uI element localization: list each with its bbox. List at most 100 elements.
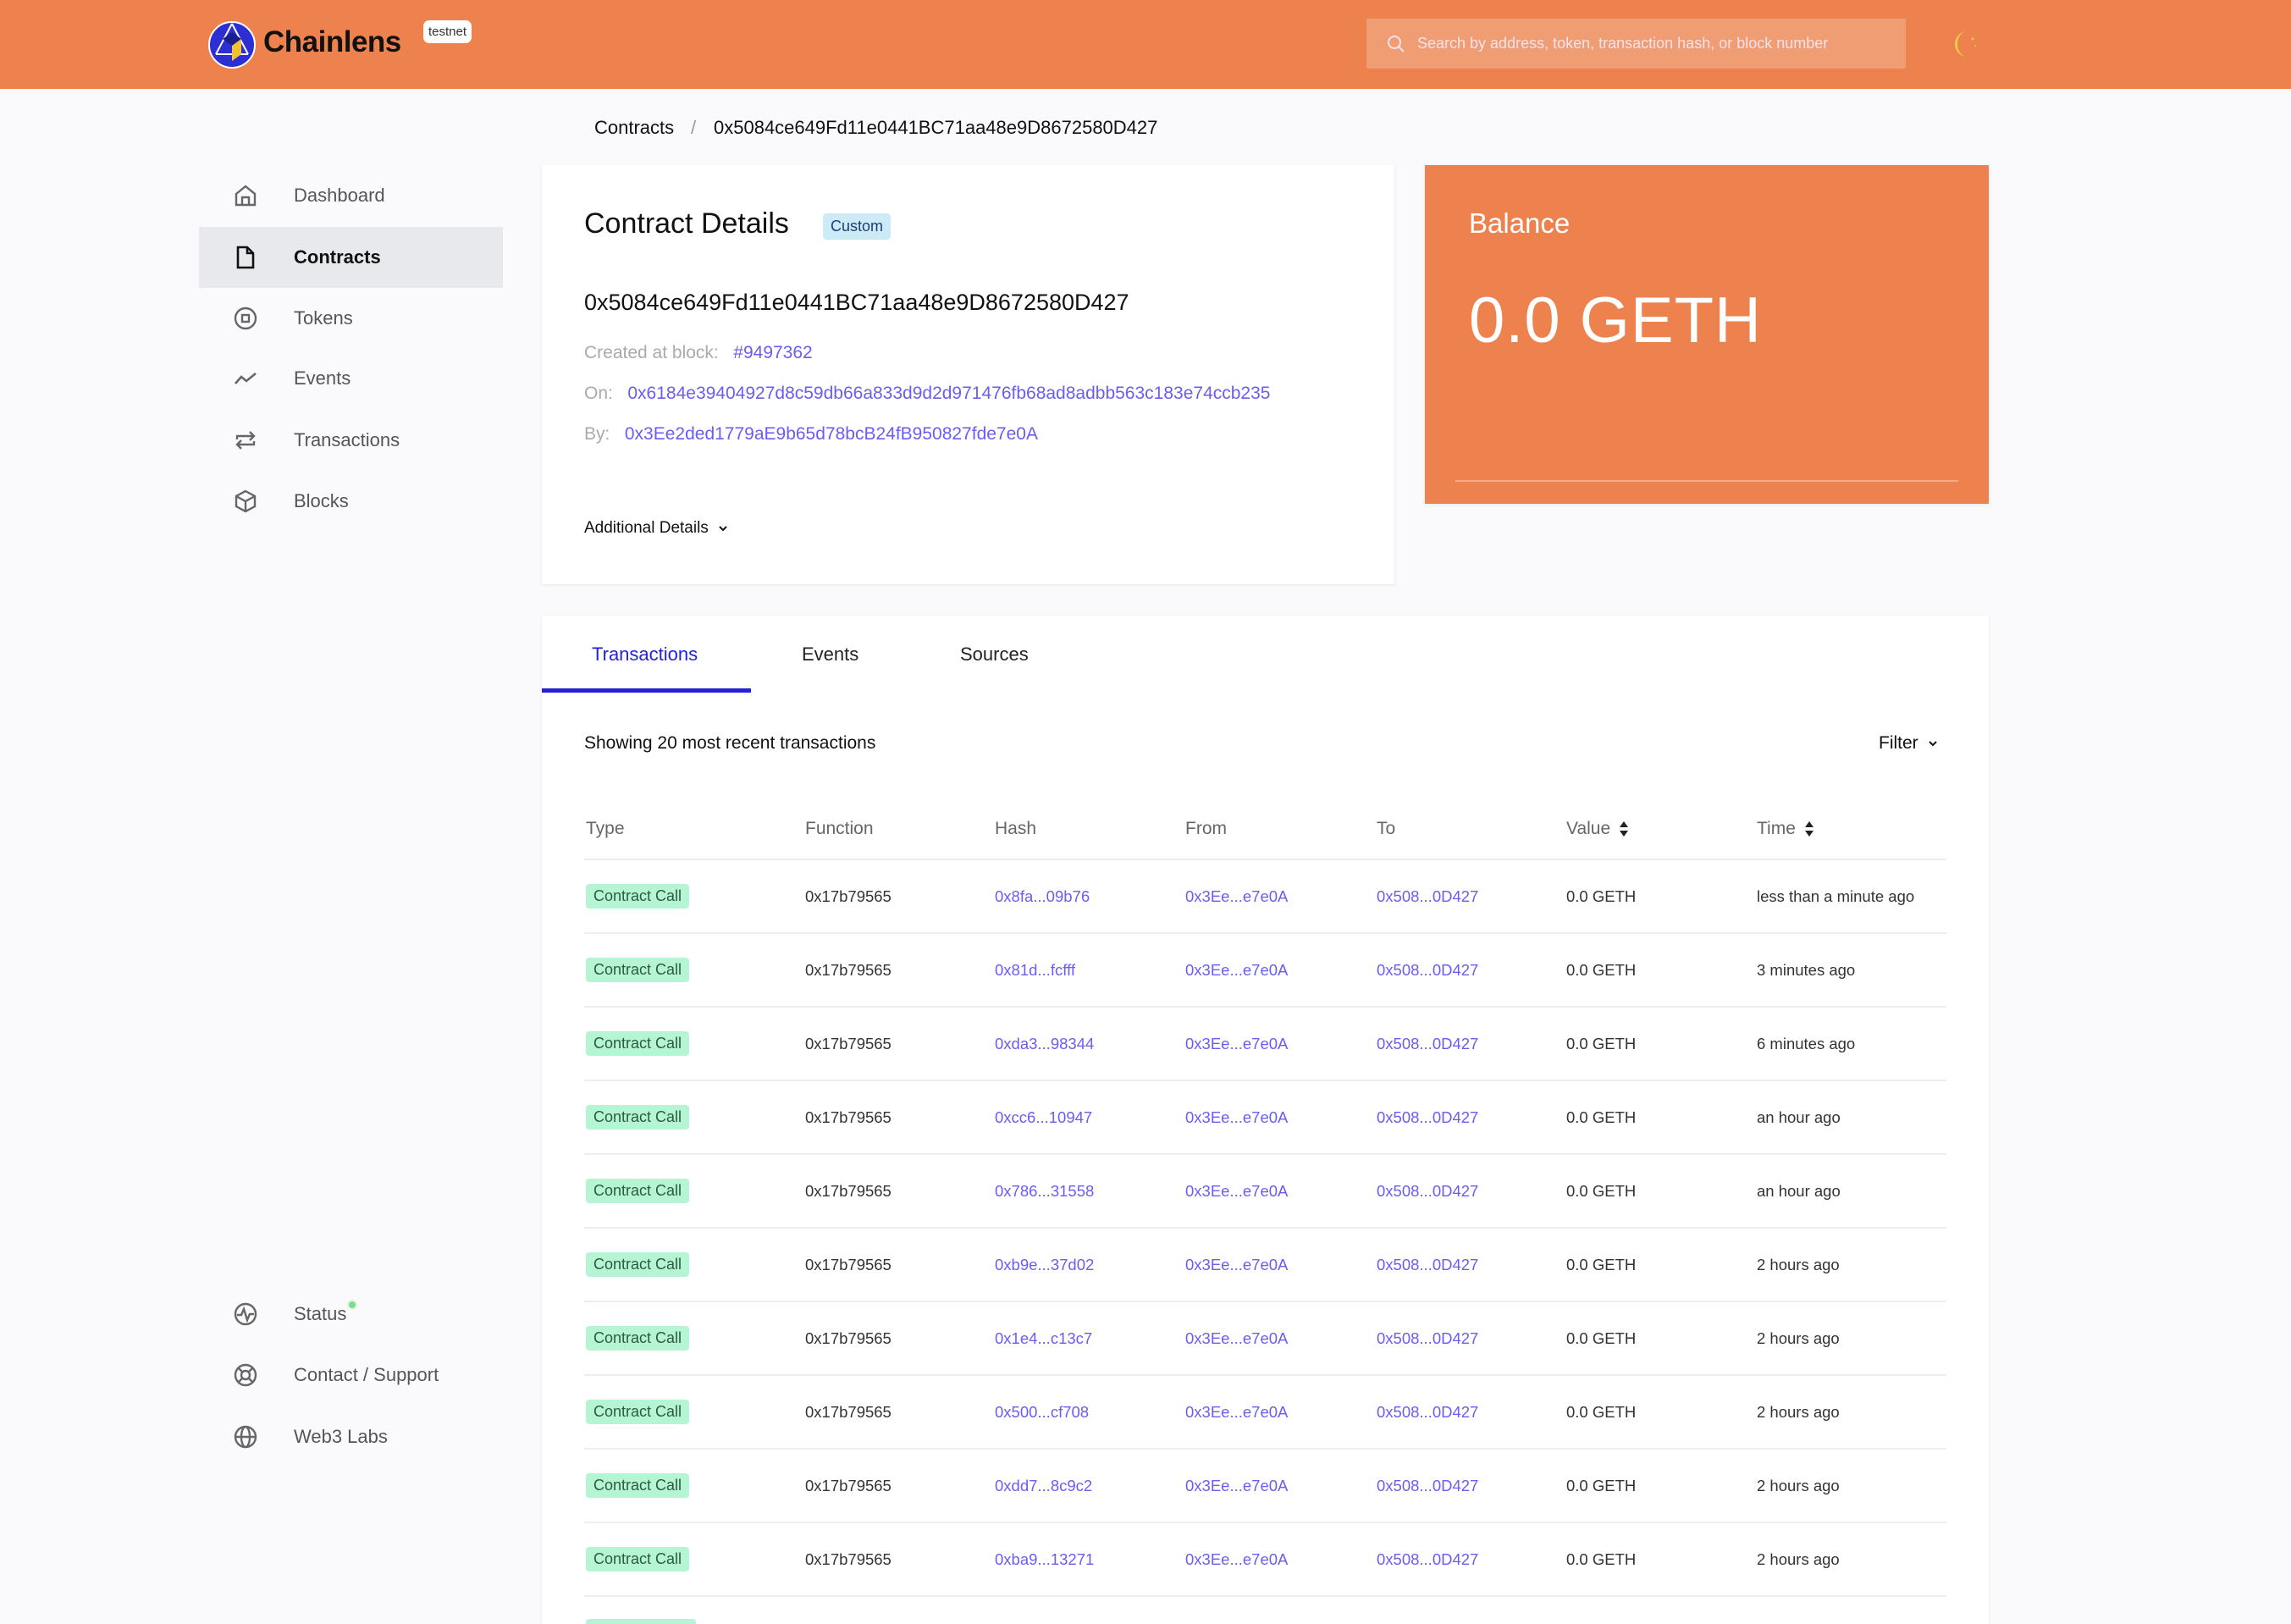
additional-details-label: Additional Details bbox=[584, 519, 709, 537]
tab-transactions[interactable]: Transactions bbox=[592, 643, 698, 665]
transaction-hash-link[interactable]: 0x786...31558 bbox=[995, 1181, 1095, 1200]
from-address-link[interactable]: 0x3Ee...e7e0A bbox=[1185, 1549, 1289, 1568]
to-address-link[interactable]: 0x508...0D427 bbox=[1377, 1108, 1479, 1126]
cell-to: 0x508...0D427 bbox=[1377, 1008, 1478, 1080]
to-address-link[interactable]: 0x508...0D427 bbox=[1377, 1034, 1479, 1052]
transaction-hash-link[interactable]: 0xcc6...10947 bbox=[995, 1108, 1093, 1126]
tab-events[interactable]: Events bbox=[802, 643, 859, 665]
creator-address-link[interactable]: 0x3Ee2ded1779aE9b65d78bcB24fB950827fde7e… bbox=[624, 424, 1038, 444]
cell-hash: 0x8fa...09b76 bbox=[995, 860, 1090, 932]
cell-to: 0x508...0D427 bbox=[1377, 1376, 1478, 1448]
from-address-link[interactable]: 0x3Ee...e7e0A bbox=[1185, 1108, 1289, 1126]
divider bbox=[1455, 480, 1958, 482]
sidebar-item-label: Transactions bbox=[294, 429, 400, 450]
sidebar-item-web3-labs[interactable]: Web3 Labs bbox=[199, 1406, 503, 1467]
cell-from: 0x3Ee...e7e0A bbox=[1185, 1450, 1288, 1522]
transaction-value: 0.0 GETH bbox=[1566, 1476, 1637, 1494]
to-address-link[interactable]: 0x508...0D427 bbox=[1377, 1402, 1479, 1421]
chainlens-logo-icon[interactable] bbox=[207, 20, 257, 69]
from-address-link[interactable]: 0x3Ee...e7e0A bbox=[1185, 1181, 1289, 1200]
search-bar[interactable] bbox=[1366, 19, 1906, 69]
cell-hash: 0x1e4...c13c7 bbox=[995, 1302, 1092, 1374]
transaction-hash-link[interactable]: 0x8fa...09b76 bbox=[995, 887, 1090, 905]
brand-name[interactable]: Chainlens bbox=[263, 25, 401, 58]
sidebar-item-tokens[interactable]: Tokens bbox=[199, 288, 503, 349]
cell-function: 0x17b79565 bbox=[805, 934, 892, 1006]
transaction-type-badge[interactable]: Contract Call bbox=[586, 884, 690, 909]
transaction-type-badge[interactable]: Contract Call bbox=[586, 958, 690, 982]
function-selector: 0x17b79565 bbox=[805, 1255, 892, 1273]
created-on-row: On: 0x6184e39404927d8c59db66a833d9d2d971… bbox=[584, 384, 1270, 404]
created-by-row: By: 0x3Ee2ded1779aE9b65d78bcB24fB950827f… bbox=[584, 424, 1038, 445]
from-address-link[interactable]: 0x3Ee...e7e0A bbox=[1185, 1402, 1289, 1421]
transaction-type-badge[interactable]: Contract Call bbox=[586, 1400, 690, 1424]
contract-tabs-card: Transactions Events Sources Showing 20 m… bbox=[542, 616, 1989, 1624]
to-address-link[interactable]: 0x508...0D427 bbox=[1377, 1181, 1479, 1200]
transaction-value: 0.0 GETH bbox=[1566, 887, 1637, 905]
transaction-hash-link[interactable]: 0x1e4...c13c7 bbox=[995, 1328, 1093, 1347]
contract-details-card: Contract Details Custom 0x5084ce649Fd11e… bbox=[542, 165, 1394, 584]
transaction-type-badge[interactable]: Contract Call bbox=[586, 1031, 690, 1056]
cell-time: 2 hours ago bbox=[1757, 1229, 1840, 1301]
sidebar-item-contracts[interactable]: Contracts bbox=[199, 227, 503, 288]
table-row: Contract Call 0x17b79565 0x8fa...09b76 0x3E… bbox=[584, 860, 1946, 934]
to-address-link[interactable]: 0x508...0D427 bbox=[1377, 1328, 1479, 1347]
sidebar-item-status[interactable]: Status bbox=[199, 1284, 503, 1345]
transaction-type-badge[interactable]: Contract Call bbox=[586, 1105, 690, 1130]
column-header-value[interactable]: Value bbox=[1566, 819, 1629, 839]
transaction-type-badge[interactable]: Contract Call bbox=[586, 1179, 690, 1203]
from-address-link[interactable]: 0x3Ee...e7e0A bbox=[1185, 1476, 1289, 1494]
from-address-link[interactable]: 0x3Ee...e7e0A bbox=[1185, 1034, 1289, 1052]
cell-type: Contract Call bbox=[586, 934, 690, 1006]
search-input[interactable] bbox=[1417, 35, 1891, 52]
to-address-link[interactable]: 0x508...0D427 bbox=[1377, 887, 1479, 905]
transaction-value: 0.0 GETH bbox=[1566, 1549, 1637, 1568]
to-address-link[interactable]: 0x508...0D427 bbox=[1377, 1549, 1479, 1568]
transaction-time: 2 hours ago bbox=[1757, 1328, 1840, 1347]
sidebar-item-dashboard[interactable]: Dashboard bbox=[199, 165, 503, 226]
additional-details-toggle[interactable]: Additional Details bbox=[584, 519, 729, 538]
tab-sources[interactable]: Sources bbox=[960, 643, 1029, 665]
cell-type: Contract Call bbox=[586, 860, 690, 932]
filter-button[interactable]: Filter bbox=[1879, 733, 1939, 754]
creation-tx-link[interactable]: 0x6184e39404927d8c59db66a833d9d2d971476f… bbox=[627, 384, 1271, 403]
breadcrumb-contracts[interactable]: Contracts bbox=[594, 117, 675, 138]
to-address-link[interactable]: 0x508...0D427 bbox=[1377, 1255, 1479, 1273]
from-address-link[interactable]: 0x3Ee...e7e0A bbox=[1185, 887, 1289, 905]
cell-type: Contract Call bbox=[586, 1008, 690, 1080]
cell-from: 0x3Ee...e7e0A bbox=[1185, 1302, 1288, 1374]
transaction-type-badge[interactable]: Contract Call bbox=[586, 1547, 690, 1572]
transaction-type-badge[interactable]: Contract Call bbox=[586, 1326, 690, 1351]
cell-type: Contract Call bbox=[586, 1155, 690, 1227]
sidebar-item-transactions[interactable]: Transactions bbox=[199, 410, 503, 471]
cell-function: 0x17b79565 bbox=[805, 1229, 892, 1301]
transaction-hash-link[interactable]: 0xba9...13271 bbox=[995, 1549, 1095, 1568]
transaction-type-badge[interactable]: Contract Call bbox=[586, 1473, 690, 1498]
from-address-link[interactable]: 0x3Ee...e7e0A bbox=[1185, 1328, 1289, 1347]
sidebar-item-blocks[interactable]: Blocks bbox=[199, 471, 503, 532]
from-address-link[interactable]: 0x3Ee...e7e0A bbox=[1185, 1255, 1289, 1273]
cell-type: Contract Call bbox=[586, 1302, 690, 1374]
transaction-hash-link[interactable]: 0xdd7...8c9c2 bbox=[995, 1476, 1093, 1494]
from-address-link[interactable]: 0x3Ee...e7e0A bbox=[1185, 960, 1289, 979]
transaction-hash-link[interactable]: 0x81d...fcfff bbox=[995, 960, 1075, 979]
created-block-link[interactable]: #9497362 bbox=[733, 343, 813, 362]
transaction-hash-link[interactable]: 0x500...cf708 bbox=[995, 1402, 1090, 1421]
table-row: Contract Call 0x17b79565 0xda3...98344 0x3E… bbox=[584, 1008, 1946, 1081]
by-label: By: bbox=[584, 424, 610, 444]
breadcrumb-current: 0x5084ce649Fd11e0441BC71aa48e9D8672580D4… bbox=[714, 117, 1158, 138]
document-icon bbox=[231, 243, 260, 272]
column-header-time[interactable]: Time bbox=[1757, 819, 1814, 839]
transaction-hash-link[interactable]: 0xb9e...37d02 bbox=[995, 1255, 1095, 1273]
transaction-time: an hour ago bbox=[1757, 1181, 1841, 1200]
transaction-type-badge[interactable]: Contract Call bbox=[586, 1252, 690, 1277]
sidebar-item-label: Events bbox=[294, 367, 351, 389]
transaction-type-badge[interactable] bbox=[586, 1619, 696, 1624]
to-address-link[interactable]: 0x508...0D427 bbox=[1377, 1476, 1479, 1494]
moon-icon[interactable] bbox=[1947, 27, 1981, 61]
sidebar-item-events[interactable]: Events bbox=[199, 348, 503, 409]
sidebar-item-contact-support[interactable]: Contact / Support bbox=[199, 1345, 503, 1406]
to-address-link[interactable]: 0x508...0D427 bbox=[1377, 960, 1479, 979]
transaction-hash-link[interactable]: 0xda3...98344 bbox=[995, 1034, 1095, 1052]
transaction-value: 0.0 GETH bbox=[1566, 1402, 1637, 1421]
